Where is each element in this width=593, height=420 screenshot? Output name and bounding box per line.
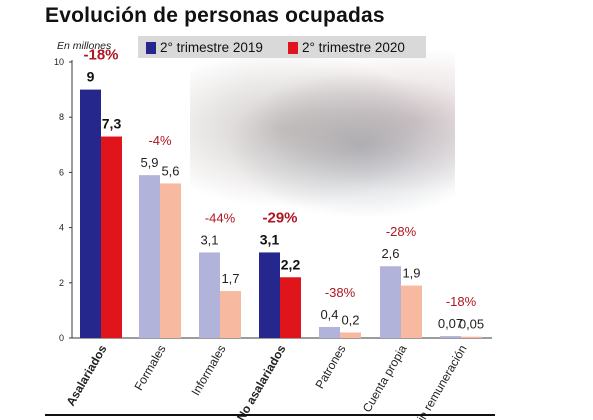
bar-2020 (280, 277, 301, 338)
change-label: -28% (386, 224, 417, 239)
legend-item-2020: 2° trimestre 2020 (288, 40, 405, 55)
change-label: -18% (83, 47, 118, 64)
category-label: Sin remuneración (410, 343, 469, 420)
bar-2019 (319, 326, 340, 338)
change-label: -18% (446, 294, 477, 309)
change-label: -44% (205, 210, 236, 225)
category-label: Formales (131, 343, 168, 393)
bar-2019 (380, 266, 401, 338)
y-tick-label: 4 (59, 223, 64, 233)
bar-2020 (401, 285, 422, 338)
bar-2019 (199, 252, 220, 338)
category-label: No asalariados (234, 342, 289, 420)
background-photo (190, 52, 455, 222)
bar-2020 (461, 336, 482, 338)
bar-2020 (340, 332, 361, 338)
value-label-2019: 3,1 (200, 232, 218, 247)
value-label-2020: 2,2 (281, 256, 301, 272)
y-tick-label: 0 (59, 333, 64, 343)
value-label-2020: 1,9 (402, 266, 420, 281)
change-label: -29% (262, 209, 297, 226)
value-label-2019: 9 (87, 69, 95, 85)
legend-swatch-2019 (146, 41, 156, 54)
value-label-2019: 3,1 (260, 231, 280, 247)
bar-2019 (80, 89, 101, 338)
value-label-2019: 0,07 (438, 316, 463, 331)
value-label-2019: 5,9 (140, 155, 158, 170)
y-tick-label: 6 (59, 167, 64, 177)
y-tick-label: 10 (54, 57, 64, 67)
bar-2020 (220, 291, 241, 338)
category-label: Patrones (312, 343, 348, 392)
y-tick-label: 2 (59, 278, 64, 288)
value-label-2020: 5,6 (161, 163, 179, 178)
category-label: Asalariados (63, 342, 109, 408)
legend: 2° trimestre 2019 2° trimestre 2020 (138, 36, 426, 58)
category-label: Informales (188, 343, 228, 399)
legend-label-2019: 2° trimestre 2019 (160, 40, 263, 55)
category-label: Cuenta propia (360, 342, 410, 415)
chart-title: Evolución de personas ocupadas (45, 4, 385, 27)
bar-2019 (139, 175, 160, 338)
legend-swatch-2020 (288, 41, 298, 54)
bar-2020 (160, 183, 181, 338)
change-label: -4% (148, 133, 172, 148)
value-label-2020: 0,2 (341, 312, 359, 327)
bar-2019 (440, 336, 461, 338)
legend-item-2019: 2° trimestre 2019 (146, 40, 263, 55)
legend-label-2020: 2° trimestre 2020 (302, 40, 405, 55)
bar-2019 (259, 252, 280, 338)
bar-2020 (101, 136, 122, 338)
value-label-2020: 7,3 (102, 116, 122, 132)
value-label-2019: 2,6 (381, 246, 399, 261)
y-tick-label: 8 (59, 112, 64, 122)
change-label: -38% (325, 285, 356, 300)
value-label-2020: 1,7 (221, 271, 239, 286)
value-label-2020: 0,05 (459, 317, 484, 332)
unit-label: En millones (57, 40, 112, 52)
value-label-2019: 0,4 (320, 307, 338, 322)
